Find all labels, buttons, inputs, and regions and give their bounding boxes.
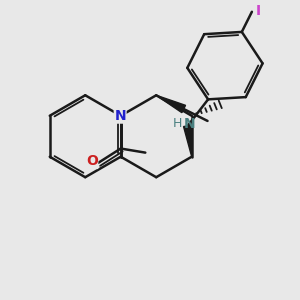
Text: H: H [173,117,182,130]
Text: N: N [114,109,126,123]
Polygon shape [156,95,185,113]
Text: O: O [86,154,98,168]
Text: I: I [256,4,261,18]
Text: N: N [183,117,195,131]
Polygon shape [184,125,192,157]
